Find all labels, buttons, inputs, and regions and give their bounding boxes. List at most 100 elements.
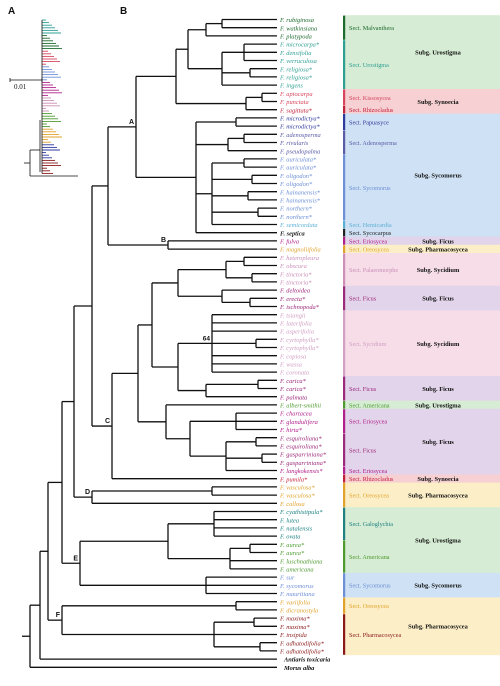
subgenus-label: Subg. Urostigma [415,50,461,57]
taxon-label: F. erecta* [279,296,306,303]
section-color-bar [343,409,346,434]
section-label: Sect. Oreosycea [349,247,389,254]
taxon-label: F. chartacea [279,411,312,418]
taxon-label: F. sycomorus [279,583,314,590]
taxon-label: F. cyathistipula* [279,509,323,516]
section-label: Sect. Rhizocladus [349,107,394,114]
taxon-label: F. religiosa* [279,66,313,73]
section-label: Sect. Americana [349,554,390,561]
section-label: Sect. Sycomorus [349,583,391,590]
taxon-label: F. gasparriniana* [279,452,327,459]
taxon-label: F. septica [280,230,306,237]
section-label: Sect. Eriosycea [349,468,387,475]
section-label: Sect. Ficus [349,296,377,303]
section-label: Sect. Hemicardia [349,222,392,229]
taxon-label: F. auriculata* [279,157,317,164]
section-band [344,244,500,254]
taxon-label: F. lutea [279,517,299,524]
section-color-bar [343,228,346,237]
section-band [344,540,500,574]
scale-bar-label: 0.01 [14,83,27,91]
section-band [344,400,500,410]
section-band [344,613,500,656]
node-label-a: A [129,119,134,126]
subgenus-labels: Subg. Urostigma Subg. Synoecia Subg. Sycom… [408,50,468,631]
taxon-label: F. pseudopalma [279,148,320,155]
taxon-label: F. verruculosa [279,58,317,65]
section-color-bar [343,597,346,614]
node-label-e: E [73,555,78,562]
section-color-bar [343,15,346,40]
section-label: Sect. Ficus [349,447,377,454]
panel-a-label: A [8,6,15,17]
section-bands [343,15,500,656]
taxon-label: F. luschnathiana [279,558,323,565]
taxon-label: F. laterifolia [279,321,312,328]
taxon-label: F. ovata [279,534,300,541]
taxon-label: F. apiocarpa [279,91,313,98]
taxon-label: F. langkokensis* [279,468,323,475]
section-labels: Sect. Malvanthera Sect. Urostigma Sect. Ki… [349,25,401,639]
section-color-bar [343,89,346,106]
taxon-label: F. carica* [279,378,307,385]
section-label: Sect. Pharmacosycea [349,632,401,639]
section-band [344,433,500,467]
section-band [344,310,500,377]
section-band [344,15,500,41]
taxon-label: F. callosa [279,501,305,508]
section-band [344,220,500,229]
taxon-label: F. platypoda [279,34,312,41]
subgenus-label: Subg. Ficus [422,439,454,446]
taxon-label: F. gasparriniana* [279,460,327,467]
taxon-label: Antiaris toxicaria [283,657,331,664]
section-label: Sect. Papuasyce [349,119,389,126]
taxon-label: F. deltoidea [279,288,310,295]
taxon-label: F. auriculata* [279,165,317,172]
section-label: Sect. Urostigma [349,62,389,69]
section-band [344,597,500,615]
section-color-bar [343,253,346,286]
taxon-label: F. wassa [279,362,302,369]
subgenus-label: Subg. Sycidium [417,267,460,274]
taxon-label: F. adhatodifolia* [279,640,325,647]
section-label: Sect. Americana [349,402,390,409]
taxon-label: F. esquiroliana* [279,444,322,451]
taxon-label: F. heteropleura [279,255,319,262]
taxon-label: F. mauritiana [279,591,315,598]
taxon-label: F. vasculosa* [279,493,315,500]
section-color-bar [343,130,346,155]
taxon-label: F. religiosa* [279,75,313,82]
subgenus-label: Subg. Urostigma [415,538,461,545]
taxon-label: F. microdictya* [279,116,321,123]
taxon-label: F. variifolia [279,599,310,606]
taxon-label: F. aurea* [279,550,305,557]
section-color-bar [343,237,346,245]
taxon-label: F. northern* [279,206,313,213]
taxon-label: F. microdictya* [279,124,321,131]
section-color-bar [343,220,346,229]
taxon-label: F. cyrtophylla* [279,345,319,352]
section-label: Sect. Adenosperma [349,140,397,147]
taxon-label: F. ischnopoda* [279,304,320,311]
taxon-label: F. rivularis [279,140,309,147]
taxon-label: F. copiosa [279,353,306,360]
taxon-label: F. tsiangii [279,312,306,319]
taxon-label: F. tinctoria* [279,271,312,278]
taxon-label: F. dicranostyla [279,608,318,615]
section-band [344,376,500,401]
section-band [344,154,500,221]
section-band [344,89,500,106]
section-color-bar [343,286,346,311]
node-labels: A B 64 C D E F [56,119,211,619]
taxon-label: F. tinctoria* [279,280,312,287]
section-label: Sect. Sycidium [349,341,387,348]
section-label: Sect. Sycomorus [349,185,391,192]
taxon-label: F. americana [279,567,314,574]
section-band [344,507,500,541]
section-band [344,408,500,434]
overview-tree-panel [9,19,78,177]
node-label-support: 64 [203,335,211,342]
taxon-label: F. glandulifera [279,419,318,426]
taxon-label: F. obscura [279,263,307,270]
